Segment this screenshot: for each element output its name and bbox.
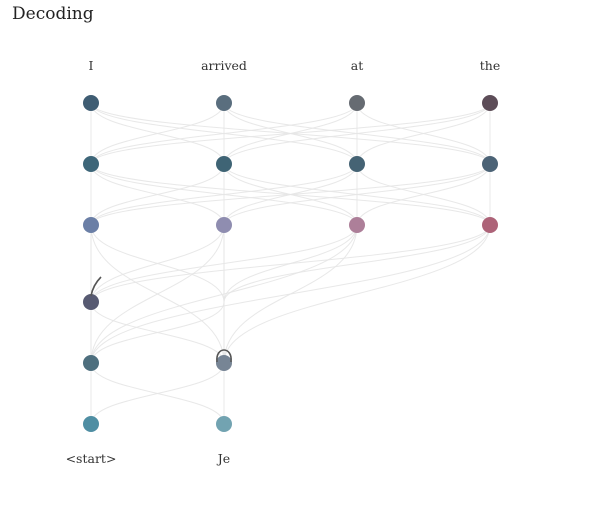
self-loop-edge [216, 349, 232, 363]
decoder-node [83, 294, 99, 310]
decoder-token-label: <start> [66, 451, 117, 466]
encoder-node [349, 95, 365, 111]
encoder-connection [90, 163, 225, 226]
cross-attention-connection [90, 224, 225, 303]
encoder-token-label: I [89, 58, 94, 73]
node-layer [83, 95, 498, 432]
cross-attention-connection [90, 224, 491, 303]
encoder-connection [90, 102, 358, 165]
cross-attention-connection [90, 224, 225, 364]
encoder-token-label: the [480, 58, 500, 73]
cross-attention-connection [223, 224, 491, 364]
encoder-node [216, 217, 232, 233]
encoder-node [83, 217, 99, 233]
decoder-node [216, 355, 232, 371]
encoder-node [83, 95, 99, 111]
encoder-node [216, 156, 232, 172]
diagram-title: Decoding [12, 4, 94, 24]
encoder-connection [356, 102, 491, 165]
decoder-node [216, 416, 232, 432]
encoder-node [349, 217, 365, 233]
cross-attention-connection [223, 224, 491, 303]
encoder-token-label: arrived [201, 58, 247, 73]
cross-attention-connection [90, 224, 358, 364]
encoder-token-label: at [351, 58, 363, 73]
decoder-connection [90, 362, 225, 425]
encoder-connection [90, 163, 358, 226]
encoder-node [482, 156, 498, 172]
encoder-node [482, 95, 498, 111]
decoder-token-label: Je [216, 451, 230, 466]
encoder-connection [90, 102, 491, 165]
decoder-node [83, 416, 99, 432]
encoder-node [349, 156, 365, 172]
encoder-connection [90, 102, 225, 165]
encoder-connection [223, 102, 491, 165]
decoder-node [83, 355, 99, 371]
cross-attention-connection [90, 224, 358, 303]
decoder-connection [90, 301, 225, 364]
encoder-connection [90, 163, 491, 226]
encoder-connection [356, 163, 491, 226]
encoder-connection [223, 163, 491, 226]
cross-attention-connection [90, 224, 491, 364]
active-edge [90, 276, 102, 297]
attention-connections [90, 102, 491, 425]
encoder-node [83, 156, 99, 172]
encoder-node [482, 217, 498, 233]
encoder-node [216, 95, 232, 111]
